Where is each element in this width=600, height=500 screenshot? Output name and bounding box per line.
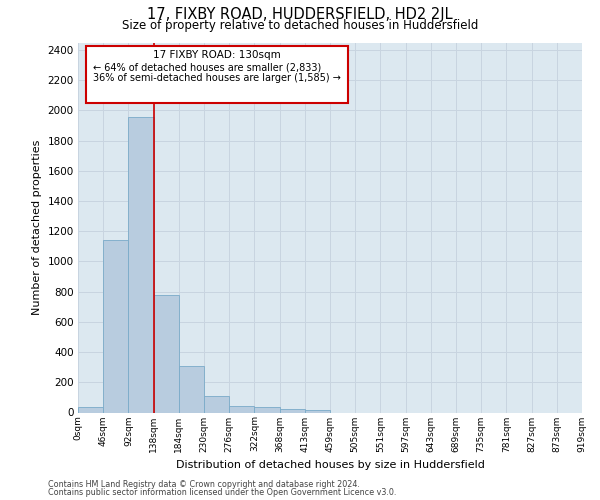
Bar [179, 366, 204, 412]
Y-axis label: Number of detached properties: Number of detached properties [32, 140, 42, 315]
Bar [78, 407, 103, 412]
X-axis label: Distribution of detached houses by size in Huddersfield: Distribution of detached houses by size … [176, 460, 484, 470]
Text: 17, FIXBY ROAD, HUDDERSFIELD, HD2 2JL: 17, FIXBY ROAD, HUDDERSFIELD, HD2 2JL [147, 8, 453, 22]
Text: 36% of semi-detached houses are larger (1,585) →: 36% of semi-detached houses are larger (… [93, 74, 341, 84]
Text: ← 64% of detached houses are smaller (2,833): ← 64% of detached houses are smaller (2,… [93, 62, 322, 72]
Bar [103, 240, 128, 412]
Text: Contains HM Land Registry data © Crown copyright and database right 2024.: Contains HM Land Registry data © Crown c… [48, 480, 360, 489]
Bar [254, 407, 280, 412]
Bar [128, 116, 154, 412]
Bar [154, 296, 179, 412]
Bar [305, 410, 330, 412]
Text: Contains public sector information licensed under the Open Government Licence v3: Contains public sector information licen… [48, 488, 397, 497]
Text: Size of property relative to detached houses in Huddersfield: Size of property relative to detached ho… [122, 19, 478, 32]
Text: 17 FIXBY ROAD: 130sqm: 17 FIXBY ROAD: 130sqm [153, 50, 280, 60]
Bar [204, 396, 229, 412]
Bar [280, 408, 305, 412]
Bar [86, 46, 347, 103]
Bar [229, 406, 254, 412]
